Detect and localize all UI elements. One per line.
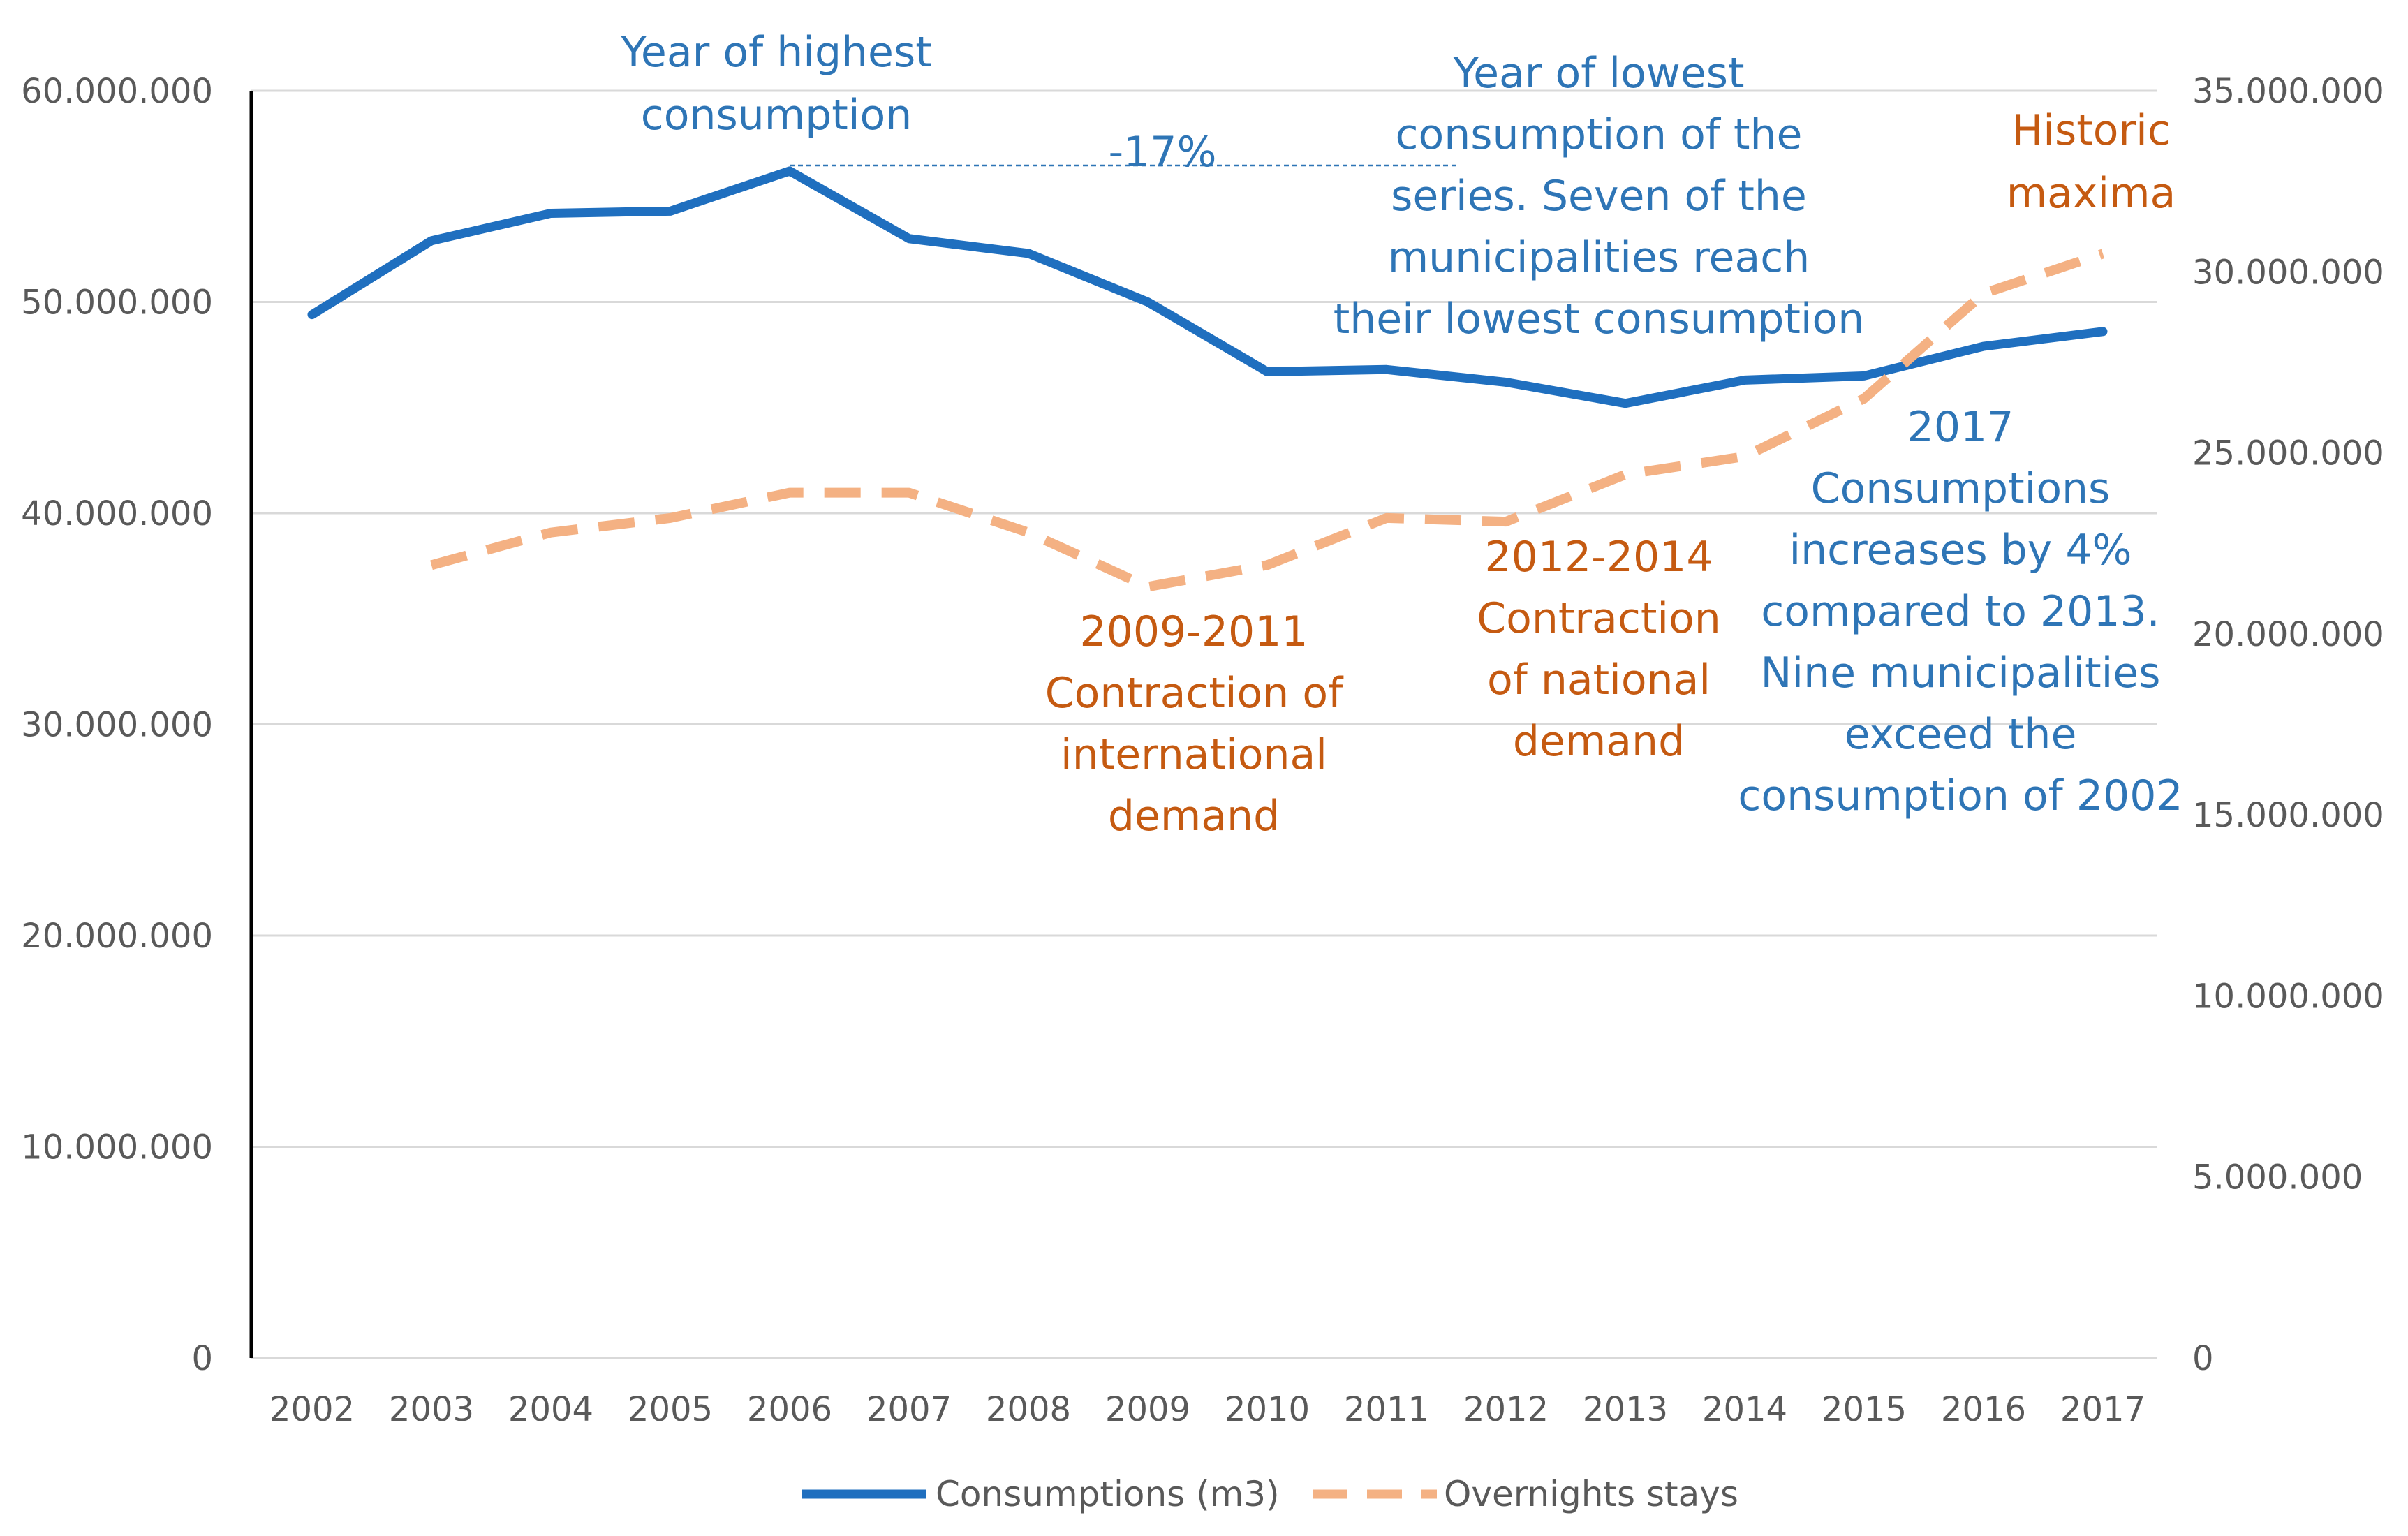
annotation-line: consumption	[641, 91, 912, 140]
right-tick-label: 25.000.000	[2192, 434, 2384, 473]
x-tick-label: 2014	[1702, 1390, 1787, 1429]
annotation-line: increases by 4%	[1789, 526, 2132, 575]
right-axis-ticks: 0 5.000.000 10.000.000 15.000.000 20.000.000…	[2192, 72, 2384, 1378]
left-tick-label: 60.000.000	[21, 72, 213, 111]
annotation-line: international	[1061, 730, 1327, 779]
gridlines	[251, 89, 2157, 1359]
annotation-line: of national	[1487, 656, 1711, 704]
right-tick-label: 5.000.000	[2192, 1158, 2363, 1197]
annotation-line: exceed the	[1845, 710, 2077, 759]
left-tick-label: 30.000.000	[21, 706, 213, 745]
annotation-highest: Year of highest consumption	[620, 28, 932, 140]
annotation-line: -17%	[1108, 128, 1216, 177]
x-tick-label: 2015	[1822, 1390, 1907, 1429]
annotation-line: consumption of 2002	[1738, 771, 2182, 820]
left-tick-label: 0	[191, 1339, 213, 1378]
x-tick-label: 2004	[508, 1390, 593, 1429]
series-group	[307, 166, 2108, 592]
annotation-c2009: 2009-2011 Contraction of international dema…	[1045, 607, 1344, 841]
x-tick-label: 2003	[389, 1390, 474, 1429]
left-tick-label: 40.000.000	[21, 494, 213, 533]
x-tick-label: 2011	[1344, 1390, 1429, 1429]
annotation-line: their lowest consumption	[1334, 295, 1865, 344]
x-tick-label: 2002	[269, 1390, 355, 1429]
x-axis-ticks: 2002 2003 2004 2005 2006 2007 2008 2009 2010 2011…	[269, 1390, 2145, 1429]
annotation-line: 2009-2011	[1079, 607, 1308, 656]
left-tick-label: 20.000.000	[21, 917, 213, 956]
annotation-line: compared to 2013.	[1761, 587, 2160, 636]
right-tick-label: 0	[2192, 1339, 2214, 1378]
right-tick-label: 35.000.000	[2192, 72, 2384, 111]
annotation-line: Year of highest	[620, 28, 932, 77]
right-tick-label: 15.000.000	[2192, 796, 2384, 835]
x-tick-label: 2005	[628, 1390, 713, 1429]
annotation-pct: -17%	[1108, 128, 1216, 177]
right-tick-label: 20.000.000	[2192, 615, 2384, 654]
x-tick-label: 2012	[1463, 1390, 1549, 1429]
annotation-lowest: Year of lowest consumption of the series. …	[1334, 49, 1865, 344]
series-line-0	[307, 166, 2108, 408]
annotation-line: Nine municipalities	[1761, 649, 2161, 697]
x-tick-label: 2010	[1225, 1390, 1310, 1429]
left-tick-label: 50.000.000	[21, 283, 213, 323]
x-tick-label: 2008	[986, 1390, 1071, 1429]
annotation-maxima: Historic maxima	[2007, 106, 2176, 218]
annotation-line: Contraction of	[1045, 669, 1344, 718]
right-tick-label: 30.000.000	[2192, 253, 2384, 292]
x-tick-label: 2016	[1941, 1390, 2026, 1429]
legend: Consumptions (m3) Overnights stays	[802, 1474, 1738, 1514]
annotation-line: demand	[1108, 792, 1280, 841]
annotation-c2012: 2012-2014 Contraction of national demand	[1477, 533, 1721, 766]
legend-label-consumptions: Consumptions (m3)	[936, 1474, 1280, 1514]
annotation-line: municipalities reach	[1388, 233, 1810, 282]
annotation-line: series. Seven of the	[1391, 172, 1807, 221]
legend-label-overnights: Overnights stays	[1444, 1474, 1738, 1514]
annotation-line: Consumptions	[1811, 464, 2111, 513]
annotation-line: Historic	[2011, 106, 2171, 155]
annotation-line: 2017	[1907, 403, 2014, 452]
series-line-1	[430, 249, 2105, 592]
annotation-line: Year of lowest	[1452, 49, 1744, 98]
left-axis-ticks: 0 10.000.000 20.000.000 30.000.000 40.000.00…	[21, 72, 213, 1378]
x-tick-label: 2007	[866, 1390, 952, 1429]
annotation-line: demand	[1513, 717, 1685, 766]
x-tick-label: 2006	[747, 1390, 832, 1429]
right-tick-label: 10.000.000	[2192, 977, 2384, 1016]
left-tick-label: 10.000.000	[21, 1128, 213, 1167]
annotation-line: consumption of the	[1396, 110, 1803, 159]
annotation-line: 2012-2014	[1484, 533, 1713, 582]
annotation-line: maxima	[2007, 169, 2176, 218]
x-tick-label: 2017	[2060, 1390, 2145, 1429]
x-tick-label: 2013	[1583, 1390, 1668, 1429]
x-tick-label: 2009	[1105, 1390, 1190, 1429]
annotation-y2017: 2017 Consumptions increases by 4% compared …	[1738, 403, 2182, 820]
annotations: Year of highest consumption -17% Year of lo…	[620, 28, 2182, 841]
annotation-line: Contraction	[1477, 594, 1721, 643]
